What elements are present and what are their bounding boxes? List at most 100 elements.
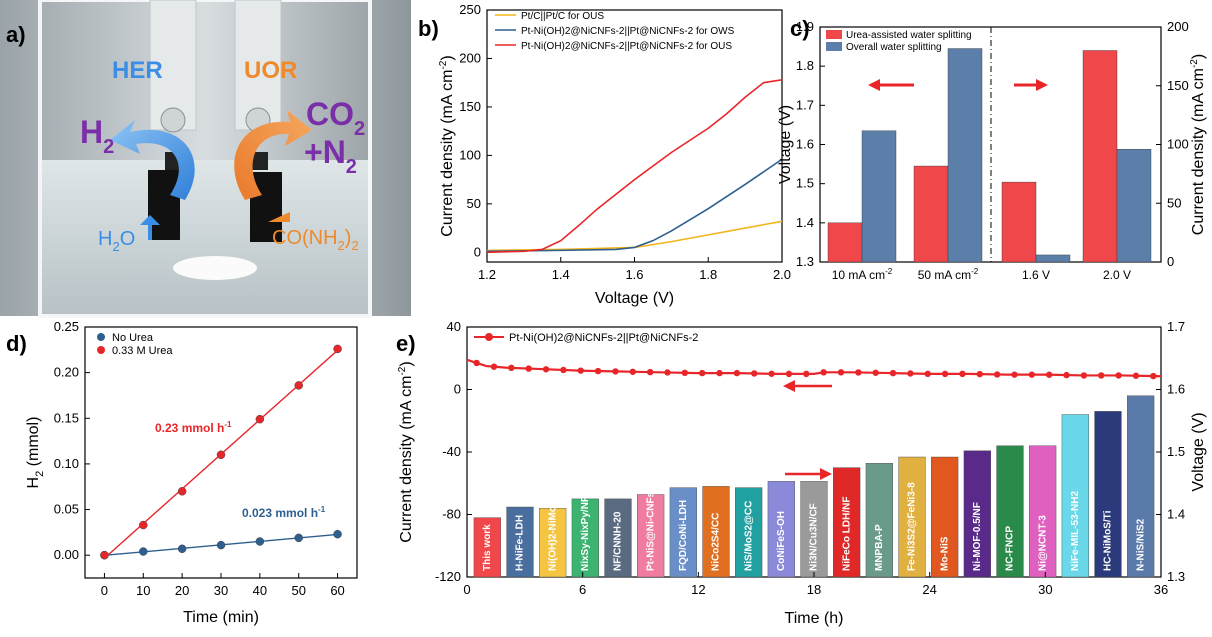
legend-entry: Urea-assisted water splitting [846,30,972,41]
comparison-bar-label: This work [482,524,493,571]
y-axis-label-left: Current density (mA cm-2) [397,361,415,542]
y-axis-label-left: Voltage (V) [777,105,794,184]
panel-a-label: a) [6,22,26,47]
stability-marker [924,370,931,378]
y-tick-label: 0.00 [54,547,79,562]
stability-marker [837,369,845,376]
x-tick-label: 1.8 [699,267,717,282]
legend-entry: Pt-Ni(OH)2@NiCNFs-2||Pt@NiCNFs-2 for OWS [521,26,735,37]
panel-d-chart: 0 10 20 30 40 50 60 0.00 0.05 0.10 0.15 0.20 0.25 Tim… [6,319,358,626]
y-tick-label: 0.25 [54,319,79,334]
y-tick-label-left: 1.7 [796,97,814,112]
comparison-bar [931,456,959,578]
uor-arrow [234,110,312,200]
y-tick-label-right: 200 [1167,19,1189,34]
x-tick-label: 2.0 V [1103,268,1131,282]
left-arrow-head [868,79,880,91]
stability-marker [473,359,480,367]
stir-bar [173,256,257,280]
comparison-bar [637,494,665,578]
comparison-bar-label: H-NiFe-LDH [515,515,526,571]
stability-marker [855,369,862,376]
y-tick-label-right: 1.3 [1167,569,1185,584]
bar [827,222,863,263]
y-axis-label-right: Current density (mA cm-2) [1189,54,1207,235]
data-point [294,533,303,543]
stability-marker [664,369,671,376]
comparison-bar-label: Fe-Ni3S2@FeNi3-8 [907,482,918,571]
comparison-bar-label: HC-NiMoS/Ti [1103,510,1114,571]
y-tick-label-right: 1.6 [1167,382,1185,397]
x-tick-label: 20 [175,583,189,598]
uor-label: UOR [244,57,297,84]
comparison-bar-label: Ni(OH)2-NiMoOx [547,492,558,571]
beaker-water [40,160,370,316]
comparison-bar [865,463,893,578]
y-tick-label-right: 1.7 [1167,319,1185,334]
y-axis-label: Current density (mA cm-2) [438,55,456,236]
y-tick-label-left: 1.6 [796,137,814,152]
comparison-bar [833,467,861,578]
x-tick-label: 12 [691,582,705,597]
x-tick-label: 30 [214,583,228,598]
comparison-bar [473,517,501,578]
comparison-bar-label: NC-FNCP [1005,526,1016,571]
stability-marker [1132,372,1140,379]
stability-marker [733,369,741,377]
co2-product-label: CO2 [306,96,365,140]
bar [1001,181,1037,263]
comparison-bar [898,456,926,578]
left-arrow-head [783,380,795,392]
legend-entry: Pt-Ni(OH)2@NiCNFs-2||Pt@NiCNFs-2 [509,332,698,344]
panel-c-label: c) [790,16,810,41]
h2-product-label: H2 [80,114,114,158]
legend-entry: No Urea [112,332,154,344]
comparison-bar-label: FQD/CoNi-LDH [678,500,689,571]
x-tick-label: 24 [922,582,936,597]
data-point [333,344,342,354]
y-tick-label: 100 [459,147,481,162]
stability-marker [1045,371,1053,378]
comparison-bar [735,487,763,578]
stability-marker [698,369,706,377]
panel-e-label: e) [396,331,416,356]
stability-marker [1063,371,1070,379]
stability-marker [768,370,775,377]
comparison-bar-label: Pt-NiS@Ni-CNFs [645,491,656,571]
comparison-bar [1127,395,1155,578]
comparison-bar [767,481,795,578]
stability-marker [1080,372,1088,379]
legend-entry: Pt-Ni(OH)2@NiCNFs-2||Pt@NiCNFs-2 for OUS [521,41,732,52]
n2-product-label: +N2 [304,134,357,178]
comparison-bar-label: MNPBA-P [874,524,885,571]
comparison-bar-label: N-NiS/NiS2 [1135,518,1146,571]
stability-marker [751,370,758,377]
y-tick-label: 0.20 [54,365,79,380]
stability-marker [1150,372,1157,380]
y-tick-label: 0.05 [54,502,79,517]
y-tick-label-left: 1.5 [796,176,814,191]
stability-marker [577,367,584,374]
data-point [100,550,109,560]
stability-marker [716,369,723,377]
y-tick-label-left: 1.3 [796,254,814,269]
x-tick-label: 60 [330,583,344,598]
y-tick-label-left: -40 [442,444,461,459]
y-tick-label-right: 150 [1167,78,1189,93]
y-tick-label-left: -120 [435,569,461,584]
beaker-glass [38,0,372,318]
y-axis-label-right: Voltage (V) [1190,412,1207,491]
y-tick-label-right: 1.4 [1167,507,1185,522]
screw-left [160,107,186,133]
legend-entry: Pt/C||Pt/C for OUS [521,11,604,22]
y-tick-label-right: 0 [1167,254,1174,269]
stability-marker [820,369,827,376]
comparison-bar [604,498,632,578]
comparison-bar-label: Ni@NCNT-3 [1037,515,1048,571]
comparison-bar [996,445,1024,578]
right-arrow-head [1036,79,1048,91]
y-tick-label: 0.10 [54,456,79,471]
x-axis-label: Voltage (V) [595,290,674,307]
y-tick-label: 0.15 [54,410,79,425]
